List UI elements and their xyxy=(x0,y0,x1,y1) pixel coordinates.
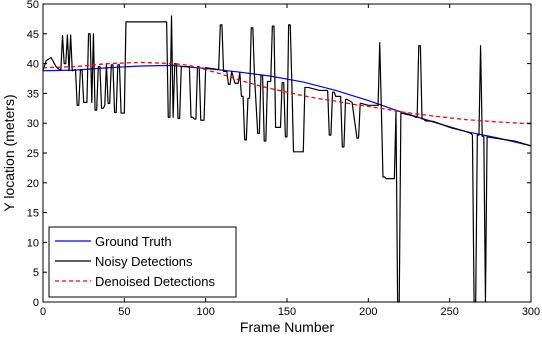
y-tick-label: 25 xyxy=(27,148,39,160)
legend-label: Denoised Detections xyxy=(95,274,215,289)
y-tick-label: 15 xyxy=(27,208,39,220)
tick-layer: 0 50 100 150 200 250 300 0 5 10 15 20 25 30 35 40 45 50 xyxy=(27,0,540,318)
y-tick-label: 50 xyxy=(27,0,39,11)
series-line-noisy-detections xyxy=(42,15,532,303)
y-tick-label: 0 xyxy=(33,297,39,309)
legend-label: Ground Truth xyxy=(95,234,172,249)
legend-box xyxy=(48,226,237,298)
x-tick-label: 300 xyxy=(522,306,540,318)
x-tick-label: 50 xyxy=(118,306,130,318)
x-tick-label: 150 xyxy=(278,306,296,318)
series-layer xyxy=(42,15,532,303)
y-tick-label: 10 xyxy=(27,237,39,249)
legend-label: Noisy Detections xyxy=(95,254,193,269)
x-tick-label: 100 xyxy=(196,306,214,318)
series-line-denoised-detections xyxy=(42,61,532,125)
x-tick-label: 0 xyxy=(40,306,46,318)
legend: Ground Truth Noisy Detections Denoised Det… xyxy=(48,226,237,298)
x-tick-label: 250 xyxy=(440,306,458,318)
y-axis-title: Y location (meters) xyxy=(1,94,17,211)
y-tick-label: 45 xyxy=(27,29,39,41)
y-tick-label: 5 xyxy=(33,267,39,279)
y-tick-label: 35 xyxy=(27,88,39,100)
y-tick-label: 30 xyxy=(27,118,39,130)
y-tick-label: 40 xyxy=(27,59,39,71)
x-axis-title: Frame Number xyxy=(240,319,334,335)
x-tick-label: 200 xyxy=(359,306,377,318)
y-tick-label: 20 xyxy=(27,178,39,190)
